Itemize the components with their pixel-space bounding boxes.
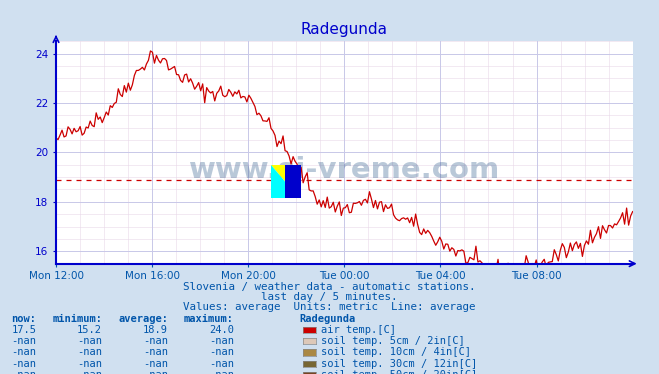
Text: -nan: -nan [143, 370, 168, 374]
Text: Slovenia / weather data - automatic stations.: Slovenia / weather data - automatic stat… [183, 282, 476, 292]
Text: minimum:: minimum: [52, 314, 102, 324]
Bar [285, 165, 301, 198]
Text: -nan: -nan [209, 336, 234, 346]
Text: -nan: -nan [77, 336, 102, 346]
Text: Values: average  Units: metric  Line: average: Values: average Units: metric Line: aver… [183, 303, 476, 312]
Text: air temp.[C]: air temp.[C] [321, 325, 396, 335]
Text: -nan: -nan [143, 359, 168, 368]
Polygon shape [271, 165, 299, 198]
Text: 17.5: 17.5 [11, 325, 36, 335]
Text: -nan: -nan [11, 370, 36, 374]
Text: now:: now: [11, 314, 36, 324]
Text: -nan: -nan [209, 359, 234, 368]
Polygon shape [271, 165, 299, 198]
Text: -nan: -nan [209, 370, 234, 374]
Text: Radegunda: Radegunda [300, 314, 356, 324]
Text: -nan: -nan [209, 347, 234, 357]
Text: www.si-vreme.com: www.si-vreme.com [188, 156, 500, 184]
Text: average:: average: [118, 314, 168, 324]
Title: Radegunda: Radegunda [301, 22, 388, 37]
Text: soil temp. 5cm / 2in[C]: soil temp. 5cm / 2in[C] [321, 336, 465, 346]
Text: 15.2: 15.2 [77, 325, 102, 335]
Text: maximum:: maximum: [184, 314, 234, 324]
Text: -nan: -nan [11, 359, 36, 368]
Text: -nan: -nan [77, 359, 102, 368]
Text: -nan: -nan [77, 370, 102, 374]
Text: -nan: -nan [11, 336, 36, 346]
Text: soil temp. 50cm / 20in[C]: soil temp. 50cm / 20in[C] [321, 370, 477, 374]
Text: -nan: -nan [11, 347, 36, 357]
Text: 24.0: 24.0 [209, 325, 234, 335]
Text: 18.9: 18.9 [143, 325, 168, 335]
Text: -nan: -nan [143, 336, 168, 346]
Text: soil temp. 30cm / 12in[C]: soil temp. 30cm / 12in[C] [321, 359, 477, 368]
Text: last day / 5 minutes.: last day / 5 minutes. [261, 292, 398, 302]
Text: -nan: -nan [77, 347, 102, 357]
Text: soil temp. 10cm / 4in[C]: soil temp. 10cm / 4in[C] [321, 347, 471, 357]
Text: -nan: -nan [143, 347, 168, 357]
